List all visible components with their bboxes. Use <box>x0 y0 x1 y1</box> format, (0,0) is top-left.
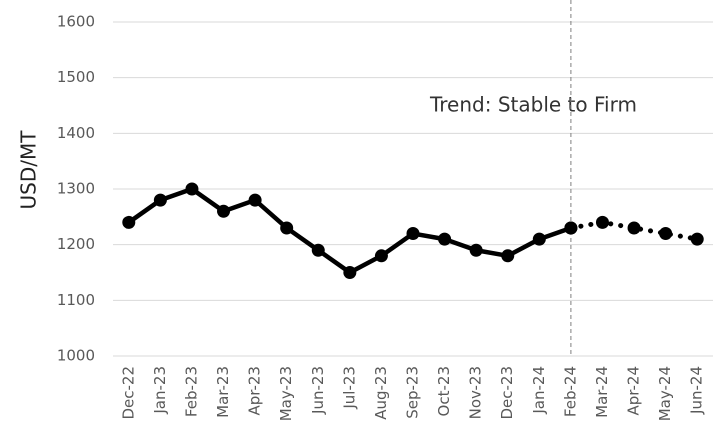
x-tick-label: Feb-24 <box>561 366 579 417</box>
x-tick-label: Dec-22 <box>119 366 137 420</box>
y-axis-label: USD/MT <box>17 130 41 210</box>
data-point <box>217 204 231 218</box>
data-point <box>659 227 673 241</box>
data-point <box>469 243 483 257</box>
data-point <box>374 249 388 263</box>
data-point <box>595 215 609 229</box>
x-tick-label: Jun-23 <box>309 366 327 415</box>
x-tick-label: Mar-24 <box>593 366 611 418</box>
annotation: Trend: Stable to Firm <box>429 93 637 117</box>
y-tick-label: 1600 <box>57 13 95 31</box>
data-point <box>185 182 199 196</box>
x-tick-label: Jun-24 <box>688 366 706 415</box>
data-point <box>438 232 452 246</box>
data-point <box>311 243 325 257</box>
x-tick-label: May-24 <box>656 366 674 421</box>
data-point <box>406 227 420 241</box>
y-tick-label: 1200 <box>57 235 95 253</box>
data-point <box>248 193 262 207</box>
y-tick-label: 1500 <box>57 68 95 86</box>
x-tick-label: Jan-23 <box>151 366 169 415</box>
data-point <box>690 232 704 246</box>
data-point <box>153 193 167 207</box>
x-tick-label: Jan-24 <box>530 366 548 415</box>
y-tick-label: 1100 <box>57 291 95 309</box>
x-tick-label: Jul-23 <box>340 366 358 410</box>
data-point <box>343 266 357 279</box>
data-point <box>532 232 546 246</box>
data-point <box>627 221 641 235</box>
data-point <box>501 249 515 263</box>
x-tick-label: Apr-24 <box>625 366 643 416</box>
y-tick-label: 1000 <box>57 347 95 365</box>
x-tick-label: Aug-23 <box>372 366 390 420</box>
x-tick-label: Nov-23 <box>467 366 485 419</box>
data-point <box>122 215 136 229</box>
x-tick-label: May-23 <box>277 366 295 421</box>
x-tick-label: Dec-23 <box>498 366 516 420</box>
x-tick-label: Sep-23 <box>404 366 422 419</box>
y-tick-label: 1400 <box>57 124 95 142</box>
x-tick-label: Mar-23 <box>214 366 232 418</box>
data-point <box>280 221 294 235</box>
x-tick-label: Oct-23 <box>435 366 453 416</box>
x-tick-label: Feb-23 <box>182 366 200 417</box>
x-tick-label: Apr-23 <box>246 366 264 416</box>
y-tick-label: 1300 <box>57 180 95 198</box>
data-point <box>564 221 578 235</box>
series-line <box>568 219 700 242</box>
